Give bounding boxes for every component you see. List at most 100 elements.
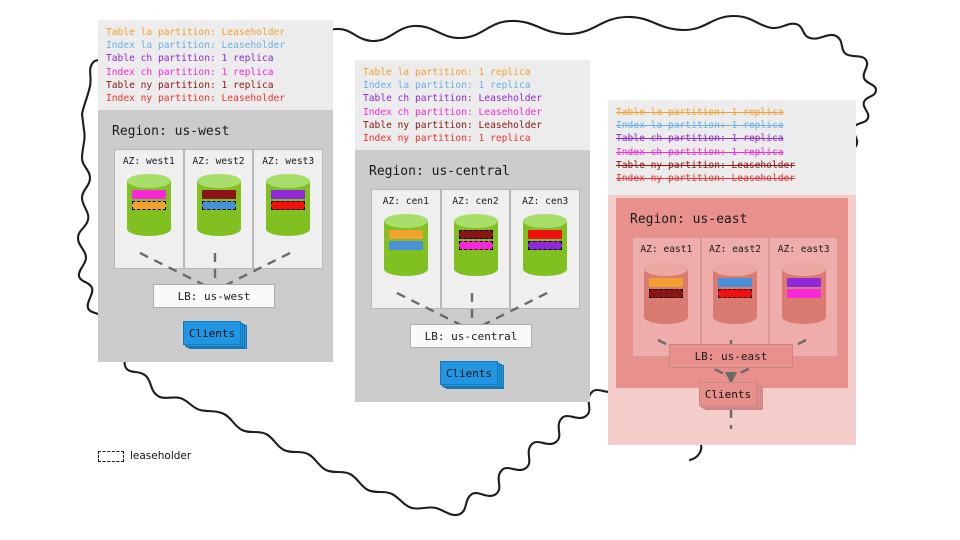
info-line: Index ny partition: Leaseholder: [616, 173, 796, 185]
db-node-west1[interactable]: [126, 174, 171, 236]
az-row-us-east: AZ: east1 AZ: east2: [632, 237, 839, 357]
partition-info-panel-us-east: Table la partition: 1 replica Index la p…: [608, 100, 856, 195]
db-node-cen1[interactable]: [383, 214, 428, 276]
az-label: AZ: east3: [777, 244, 830, 255]
db-node-east2[interactable]: [713, 262, 757, 324]
az-row-us-central: AZ: cen1 AZ: cen2: [371, 189, 581, 309]
replica-bar-index-ny-leaseholder: [718, 289, 752, 298]
cylinder-top: [266, 174, 311, 188]
cylinder-top: [523, 214, 568, 228]
cylinder-bottom: [196, 222, 241, 236]
replica-bars: [388, 230, 423, 252]
lb-box-us-east[interactable]: LB: us-east: [669, 344, 793, 368]
replica-bar-table-la-leaseholder: [131, 201, 166, 210]
replica-bars: [271, 190, 306, 212]
replica-bar-index-ny: [528, 230, 563, 239]
az-cell-cen2[interactable]: AZ: cen2: [440, 189, 511, 309]
replica-bar-table-ch-leaseholder: [528, 241, 563, 250]
info-line: Table ch partition: 1 replica: [616, 133, 784, 145]
replica-bar-table-ch: [271, 190, 306, 199]
az-cell-cen1[interactable]: AZ: cen1: [371, 189, 441, 309]
replica-bars: [528, 230, 563, 252]
lb-box-us-west[interactable]: LB: us-west: [153, 284, 275, 308]
replica-bar-table-ny: [201, 190, 236, 199]
az-row-us-west: AZ: west1 AZ: west2: [114, 149, 324, 269]
cylinder-top: [781, 262, 826, 276]
db-node-west3[interactable]: [266, 174, 311, 236]
lb-box-us-central[interactable]: LB: us-central: [410, 324, 532, 348]
cylinder-top: [196, 174, 241, 188]
az-cell-west2[interactable]: AZ: west2: [183, 149, 254, 269]
cylinder-bottom: [266, 222, 311, 236]
cylinder-bottom: [383, 262, 428, 276]
info-line: Table ny partition: Leaseholder: [363, 119, 543, 131]
replica-bars: [458, 230, 493, 252]
db-node-cen2[interactable]: [453, 214, 498, 276]
az-label: AZ: east1: [640, 244, 693, 255]
cylinder-bottom: [644, 310, 689, 324]
az-cell-cen3[interactable]: AZ: cen3: [510, 189, 581, 309]
info-line: Index la partition: 1 replica: [363, 80, 531, 92]
info-line: Index ny partition: Leaseholder: [106, 93, 286, 105]
clients-front[interactable]: Clients: [440, 361, 498, 385]
clients-label: Clients: [704, 387, 752, 401]
info-line: Table ch partition: 1 replica: [106, 53, 274, 65]
db-node-cen3[interactable]: [523, 214, 568, 276]
db-node-east1[interactable]: [644, 262, 689, 324]
az-cell-west1[interactable]: AZ: west1: [114, 149, 184, 269]
cylinder-top: [383, 214, 428, 228]
clients-front[interactable]: Clients: [699, 382, 757, 406]
db-node-west2[interactable]: [196, 174, 241, 236]
replica-bars: [718, 278, 752, 300]
region-title-us-central: Region: us-central: [369, 164, 510, 179]
clients-box-us-west[interactable]: Clients: [183, 321, 247, 349]
region-title-us-west: Region: us-west: [112, 124, 230, 139]
replica-bar-table-la: [388, 230, 423, 239]
replica-bar-index-ny-leaseholder: [271, 201, 306, 210]
replica-bar-index-la: [718, 278, 752, 287]
replica-bar-table-ny-leaseholder: [458, 230, 493, 239]
legend: leaseholder: [98, 450, 191, 462]
clients-box-us-east[interactable]: Clients: [699, 382, 763, 410]
info-line: Index ch partition: 1 replica: [616, 146, 784, 158]
az-cell-east1[interactable]: AZ: east1: [632, 237, 701, 357]
info-line: Index la partition: 1 replica: [616, 120, 784, 132]
info-line: Table la partition: Leaseholder: [106, 27, 286, 38]
az-label: AZ: cen3: [522, 196, 569, 207]
clients-box-us-central[interactable]: Clients: [440, 361, 504, 389]
info-line: Table ch partition: Leaseholder: [363, 93, 543, 105]
replica-bars: [131, 190, 166, 212]
cylinder-bottom: [453, 262, 498, 276]
lb-label: LB: us-central: [424, 329, 518, 343]
az-cell-west3[interactable]: AZ: west3: [253, 149, 324, 269]
cylinder-top: [126, 174, 171, 188]
az-label: AZ: east2: [709, 244, 761, 255]
replica-bar-table-ch: [786, 278, 821, 287]
clients-label: Clients: [445, 366, 493, 380]
replica-bar-index-ch: [131, 190, 166, 199]
replica-bars: [201, 190, 236, 212]
info-line: Index ch partition: 1 replica: [106, 66, 274, 78]
region-group-us-west: Table la partition: Leaseholder Index la…: [98, 20, 333, 365]
az-label: AZ: west3: [262, 156, 315, 167]
region-box-us-west: Region: us-west AZ: west1 AZ: west2: [98, 110, 333, 362]
clients-front[interactable]: Clients: [183, 321, 241, 345]
partition-info-panel-us-central: Table la partition: 1 replica Index la p…: [355, 60, 590, 150]
replica-bar-table-la: [649, 278, 684, 287]
replica-bars: [786, 278, 821, 300]
info-line: Table ny partition: Leaseholder: [616, 159, 796, 171]
clients-label: Clients: [188, 326, 236, 340]
cylinder-top: [644, 262, 689, 276]
partition-info-panel-us-west: Table la partition: Leaseholder Index la…: [98, 20, 333, 110]
db-node-east3[interactable]: [781, 262, 826, 324]
cylinder-bottom: [713, 310, 757, 324]
replica-bar-index-la-leaseholder: [201, 201, 236, 210]
cylinder-bottom: [523, 262, 568, 276]
region-box-us-central: Region: us-central AZ: cen1 AZ: cen2: [355, 150, 590, 402]
az-cell-east3[interactable]: AZ: east3: [769, 237, 839, 357]
az-cell-east2[interactable]: AZ: east2: [700, 237, 770, 357]
region-group-us-central: Table la partition: 1 replica Index la p…: [355, 60, 590, 405]
lb-label: LB: us-east: [694, 349, 768, 363]
leaseholder-swatch-icon: [98, 450, 124, 462]
region-title-us-east: Region: us-east: [630, 212, 748, 227]
